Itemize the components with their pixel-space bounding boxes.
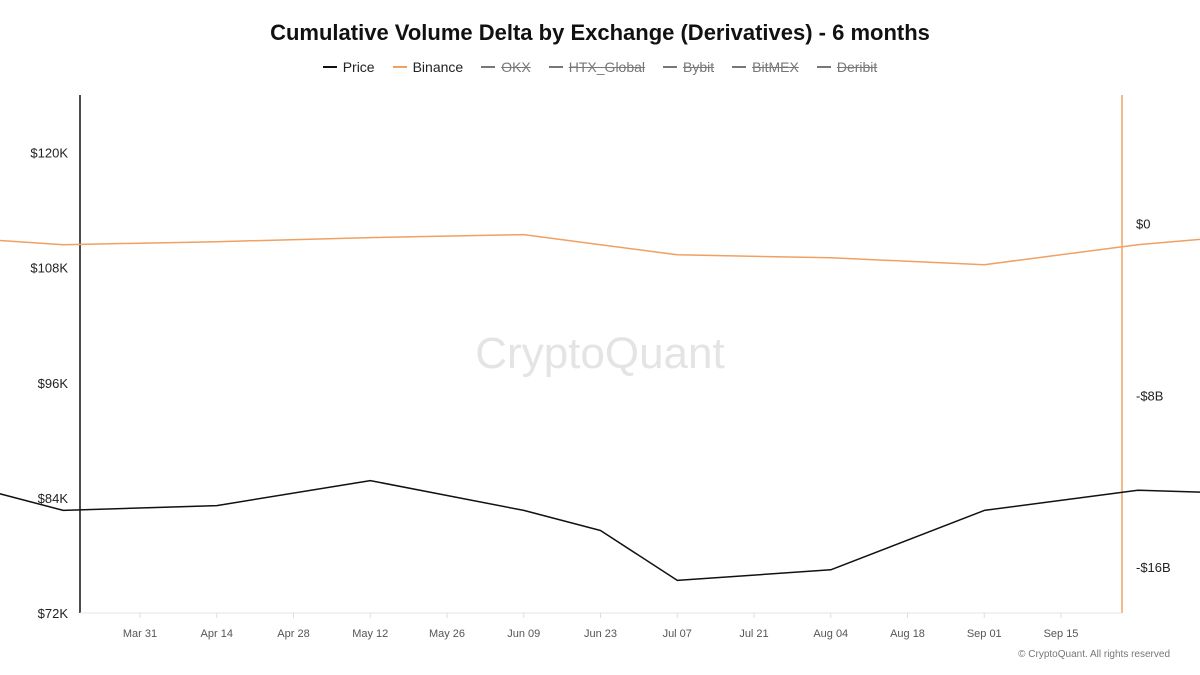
legend-swatch (732, 66, 747, 68)
legend-label: OKX (501, 59, 531, 75)
x-tick-label: Aug 04 (813, 628, 848, 640)
copyright: © CryptoQuant. All rights reserved (1018, 649, 1170, 660)
y-left-tick-label: $108K (30, 261, 68, 276)
y-right-tick-label: -$16B (1136, 560, 1171, 575)
legend-swatch (816, 66, 831, 68)
y-left-tick-label: $120K (30, 146, 68, 161)
legend-item-bitmex[interactable]: BitMEX (732, 59, 799, 75)
legend-item-binance[interactable]: Binance (392, 59, 464, 75)
y-left-tick-label: $96K (38, 376, 69, 391)
legend-label: HTX_Global (568, 59, 646, 75)
x-tick-label: May 12 (352, 628, 388, 640)
x-tick-label: Jul 21 (739, 628, 768, 640)
x-tick-label: May 26 (429, 628, 465, 640)
x-tick-label: Aug 18 (890, 628, 925, 640)
legend-swatch (392, 66, 407, 68)
legend-label: Bybit (683, 59, 715, 75)
legend-label: Binance (412, 59, 464, 75)
x-tick-label: Jun 09 (507, 628, 540, 640)
legend-swatch (663, 66, 678, 68)
legend-label: Price (342, 59, 375, 75)
legend-item-deribit[interactable]: Deribit (816, 59, 878, 75)
legend: Price Binance OKX HTX_Global Bybit BitMEX Deri… (0, 59, 1200, 75)
legend-label: BitMEX (752, 59, 799, 75)
chart-title: Cumulative Volume Delta by Exchange (Der… (270, 20, 930, 45)
watermark: CryptoQuant (475, 329, 724, 378)
y-left-tick-label: $84K (38, 491, 69, 506)
x-tick-label: Apr 28 (277, 628, 309, 640)
legend-swatch (548, 66, 563, 68)
legend-item-price[interactable]: Price (322, 59, 375, 75)
legend-item-okx[interactable]: OKX (481, 59, 531, 75)
y-right-tick-label: $0 (1136, 217, 1150, 232)
x-tick-label: Sep 15 (1044, 628, 1079, 640)
x-tick-label: Jul 07 (663, 628, 692, 640)
legend-item-htx-global[interactable]: HTX_Global (548, 59, 646, 75)
legend-swatch (481, 66, 496, 68)
x-tick-label: Sep 01 (967, 628, 1002, 640)
legend-label: Deribit (836, 59, 878, 75)
legend-swatch (322, 66, 337, 68)
y-left-tick-label: $72K (38, 606, 69, 621)
legend-item-bybit[interactable]: Bybit (663, 59, 714, 75)
x-tick-label: Apr 14 (201, 628, 233, 640)
y-right-tick-label: -$8B (1136, 388, 1163, 403)
x-tick-label: Mar 31 (123, 628, 157, 640)
x-tick-label: Jun 23 (584, 628, 617, 640)
